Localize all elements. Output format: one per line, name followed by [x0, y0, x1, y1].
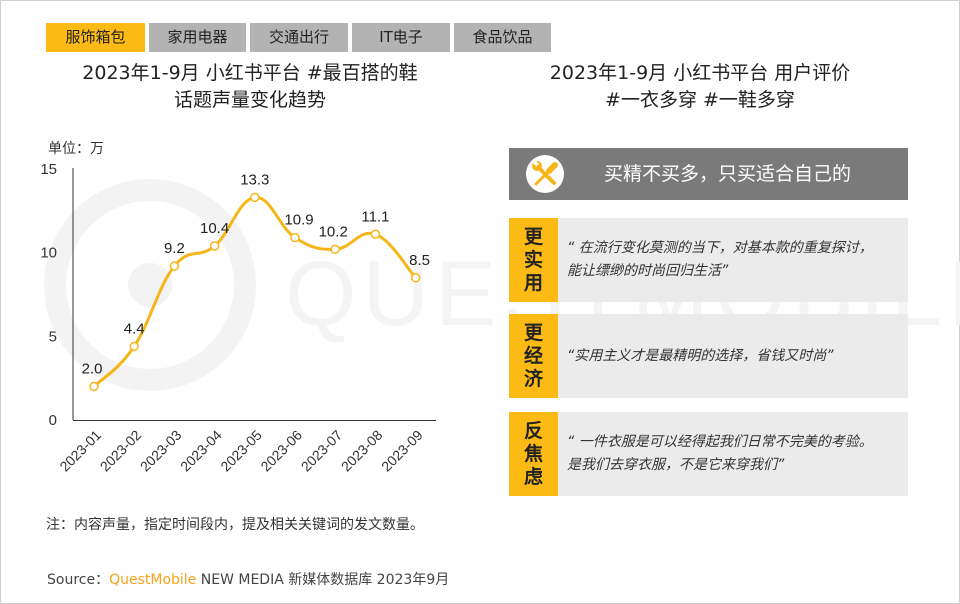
tab-food-beverage[interactable]: 食品饮品	[454, 23, 551, 52]
data-label: 2.0	[82, 361, 103, 378]
footnote: 注：内容声量，指定时间段内，提及相关关键词的发文数量。	[46, 517, 424, 533]
data-label: 13.3	[240, 171, 269, 188]
x-tick-label: 2023-05	[217, 427, 265, 475]
data-point	[330, 244, 340, 255]
source-brand: QuestMobile	[109, 572, 197, 588]
tag-char: 焦	[523, 442, 543, 465]
y-tick-label: 15	[40, 161, 57, 178]
x-axis-ticks: 2023-012023-022023-032023-042023-052023-…	[56, 427, 425, 475]
headline-banner: 买精不买多，只买适合自己的	[509, 148, 908, 200]
card-quote: “实用主义才是最精明的选择，省钱又时尚”	[558, 314, 908, 398]
x-tick-label: 2023-06	[257, 427, 305, 475]
reviews-title-line1: 2023年1-9月 小红书平台 用户评价	[549, 62, 851, 84]
chart-title-line2: 话题声量变化趋势	[173, 89, 326, 111]
source-suffix: NEW MEDIA 新媒体数据库 2023年9月	[196, 572, 450, 588]
review-card-practical: 更 实 用 “ 在流行变化莫测的当下，对基本款的重复探讨， 能让缥缈的时尚回归生…	[509, 218, 908, 302]
data-points	[89, 192, 421, 392]
tools-icon	[526, 155, 564, 193]
chart-title-line1: 2023年1-9月 小红书平台 #最百搭的鞋	[82, 62, 418, 84]
tag-char: 经	[523, 344, 543, 367]
review-card-economical: 更 经 济 “实用主义才是最精明的选择，省钱又时尚”	[509, 314, 908, 398]
tab-apparel-bags[interactable]: 服饰箱包	[46, 23, 145, 52]
tag-char: 实	[523, 248, 543, 271]
tab-it-electronics[interactable]: IT电子	[352, 23, 450, 52]
quote-line: “ 在流行变化莫测的当下，对基本款的重复探讨，	[567, 240, 873, 256]
quote-line: “实用主义才是最精明的选择，省钱又时尚”	[567, 347, 834, 364]
unit-label: 单位：万	[48, 141, 104, 157]
reviews-title: 2023年1-9月 小红书平台 用户评价 #一衣多穿 #一鞋多穿	[500, 60, 900, 114]
data-label: 10.4	[200, 220, 229, 237]
card-tag: 更 经 济	[509, 314, 558, 398]
card-tag: 更 实 用	[509, 218, 558, 302]
data-label: 9.2	[164, 240, 185, 257]
card-quote: “ 在流行变化莫测的当下，对基本款的重复探讨， 能让缥缈的时尚回归生活”	[558, 218, 908, 302]
data-point	[89, 381, 99, 392]
tag-char: 更	[523, 321, 543, 344]
data-label: 10.2	[319, 223, 348, 240]
x-tick-label: 2023-01	[56, 427, 104, 475]
headline-text: 买精不买多，只买适合自己的	[604, 163, 852, 185]
data-point	[209, 241, 220, 251]
data-point	[370, 229, 381, 240]
tag-char: 济	[523, 367, 543, 390]
data-label: 4.4	[124, 320, 145, 337]
tag-char: 虑	[523, 465, 543, 488]
y-tick-label: 5	[49, 328, 57, 345]
tab-home-appliances[interactable]: 家用电器	[149, 23, 246, 52]
y-tick-label: 0	[49, 412, 57, 429]
data-label: 11.1	[361, 208, 389, 225]
data-point	[169, 261, 180, 271]
source-prefix: Source：	[47, 572, 110, 588]
data-point	[129, 341, 139, 352]
tab-transportation[interactable]: 交通出行	[250, 23, 348, 52]
y-tick-label: 10	[40, 245, 57, 262]
category-tabs: 服饰箱包 家用电器 交通出行 IT电子 食品饮品	[46, 23, 551, 52]
tag-char: 反	[523, 419, 543, 442]
data-label: 8.5	[409, 252, 430, 269]
card-quote: “ 一件衣服是可以经得起我们日常不完美的考验。 是我们去穿衣服，不是它来穿我们”	[558, 412, 908, 496]
quote-line: “ 一件衣服是可以经得起我们日常不完美的考验。	[567, 434, 873, 450]
data-point	[410, 273, 421, 283]
x-tick-label: 2023-08	[338, 427, 386, 475]
tag-char: 更	[523, 225, 543, 248]
x-tick-label: 2023-09	[378, 427, 426, 475]
review-card-anti-anxiety: 反 焦 虑 “ 一件衣服是可以经得起我们日常不完美的考验。 是我们去穿衣服，不是…	[509, 412, 908, 496]
x-tick-label: 2023-02	[97, 427, 145, 475]
chart-title: 2023年1-9月 小红书平台 #最百搭的鞋 话题声量变化趋势	[40, 60, 460, 114]
y-axis-ticks: 0 5 10 15	[40, 161, 57, 429]
data-label: 10.9	[284, 212, 313, 229]
quote-line: 是我们去穿衣服，不是它来穿我们”	[567, 457, 785, 473]
x-tick-label: 2023-04	[177, 427, 225, 475]
trend-line	[92, 195, 417, 388]
data-point	[250, 192, 260, 203]
data-labels: 2.0 4.4 9.2 10.4 13.3 10.9 10.2 11.1 8.5	[82, 171, 430, 377]
x-tick-label: 2023-07	[298, 427, 346, 475]
reviews-title-line2: #一衣多穿 #一鞋多穿	[605, 89, 795, 111]
data-point	[290, 232, 300, 243]
quote-line: 能让缥缈的时尚回归生活”	[567, 263, 729, 279]
source-line: Source：QuestMobile NEW MEDIA 新媒体数据库 2023…	[47, 569, 449, 589]
x-tick-label: 2023-03	[137, 427, 185, 475]
tag-char: 用	[523, 271, 543, 294]
card-tag: 反 焦 虑	[509, 412, 558, 496]
